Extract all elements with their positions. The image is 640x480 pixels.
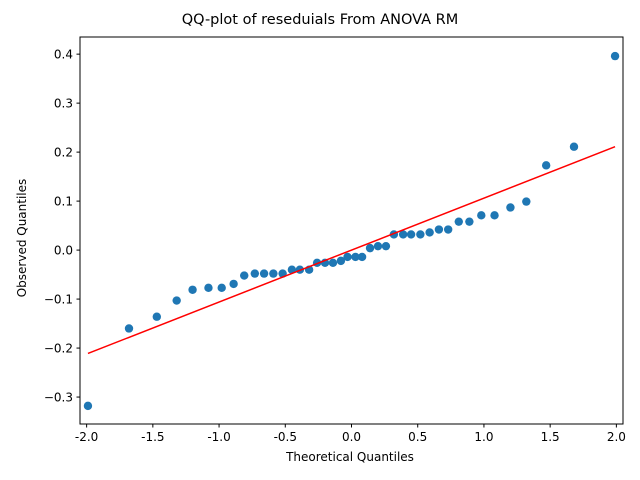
data-point	[351, 252, 360, 262]
y-tick-label: −0.1	[44, 292, 73, 306]
data-point	[490, 211, 499, 220]
data-point	[454, 217, 463, 226]
data-point	[287, 265, 297, 274]
x-tick-label: -1.0	[207, 430, 230, 444]
data-point	[343, 252, 352, 262]
data-point	[406, 230, 416, 239]
data-point	[240, 271, 249, 280]
data-point	[328, 258, 338, 268]
data-point	[373, 241, 383, 251]
x-tick-label: 0.5	[408, 430, 427, 444]
y-axis-label: Observed Quantiles	[15, 178, 29, 298]
data-point	[188, 285, 197, 294]
data-point	[336, 256, 346, 266]
data-point	[569, 142, 579, 151]
data-point	[381, 241, 391, 251]
data-point	[434, 225, 444, 234]
data-point	[259, 269, 269, 278]
data-point	[365, 243, 375, 253]
y-tick-label: 0.3	[54, 96, 73, 110]
data-point	[217, 283, 226, 293]
data-point	[250, 269, 260, 278]
y-tick-label: −0.2	[44, 341, 73, 355]
x-axis-label: Theoretical Quantiles	[286, 450, 414, 464]
data-point	[152, 312, 162, 321]
data-point	[204, 283, 213, 293]
x-tick-label: 1.0	[474, 430, 493, 444]
x-tick-label: 2.0	[607, 430, 626, 444]
reference-line	[87, 146, 616, 355]
data-point	[229, 279, 238, 289]
data-point	[83, 401, 93, 411]
data-point	[443, 225, 453, 234]
y-tick-label: 0.4	[54, 47, 73, 61]
data-point	[506, 203, 515, 212]
data-point	[269, 269, 278, 278]
chart-title: QQ-plot of reseduials From ANOVA RM	[181, 12, 459, 28]
y-tick-label: 0.0	[54, 243, 73, 257]
data-point	[477, 211, 486, 220]
data-point	[465, 217, 474, 226]
y-axis: −0.3 −0.2 −0.1 0.0 0.1 0.2 0.3 0.4	[44, 47, 80, 404]
data-point	[610, 51, 620, 61]
x-tick-label: 1.5	[541, 430, 560, 444]
data-point	[416, 230, 425, 239]
data-point	[398, 230, 408, 239]
data-point	[541, 161, 551, 170]
y-tick-label: 0.2	[54, 145, 73, 159]
data-point	[357, 252, 367, 262]
y-tick-label: −0.3	[44, 390, 73, 404]
data-point	[172, 296, 181, 305]
x-tick-label: 0.0	[342, 430, 361, 444]
y-tick-label: 0.1	[54, 194, 73, 208]
data-point	[124, 324, 134, 333]
x-tick-label: -2.0	[75, 430, 98, 444]
x-axis: -2.0 -1.5 -1.0 -0.5 0.0 0.5 1.0 1.5 2.0	[75, 424, 626, 444]
data-point	[522, 197, 531, 206]
plot-area	[83, 51, 620, 411]
axes-frame	[79, 36, 624, 425]
x-tick-label: -0.5	[274, 430, 297, 444]
x-tick-label: -1.5	[141, 430, 164, 444]
data-point	[425, 228, 434, 237]
